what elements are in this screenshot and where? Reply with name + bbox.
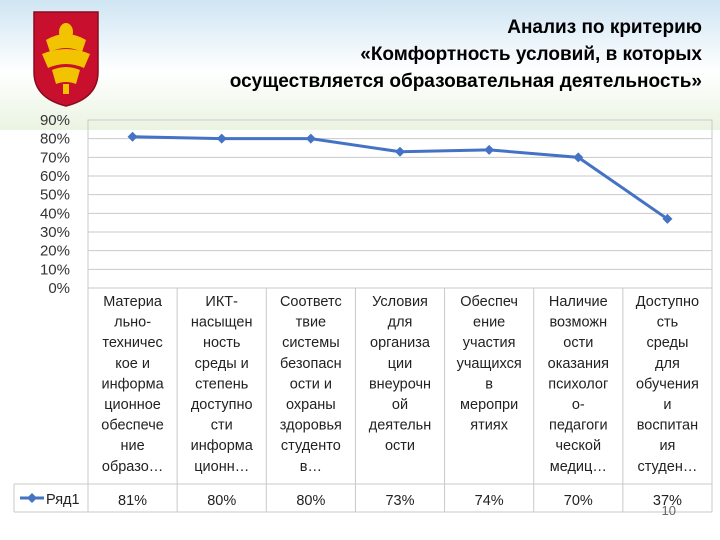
title-line: осуществляется образовательная деятельно… [229,71,702,92]
title-line: «Комфортность условий, в которых [360,44,702,65]
category-label: ние [120,438,144,454]
category-label: учащихся [457,356,522,372]
legend-marker [27,493,37,503]
data-point [662,213,673,224]
data-point [216,133,227,144]
category-label: организа [370,335,431,351]
category-label: ости [385,438,415,454]
data-value-label: 70% [564,493,593,509]
data-point [127,131,138,142]
category-label: среды и [195,356,249,372]
data-value-label: 73% [385,493,414,509]
y-tick-label: 80% [40,131,70,148]
category-label: обеспече [101,418,164,434]
category-label: ятиях [470,418,508,434]
category-label: твие [296,315,327,331]
page-number: 10 [661,503,676,518]
category-label: внеурочн [369,376,431,392]
category-label: ческой [556,438,602,454]
y-tick-label: 20% [40,243,70,260]
category-label: в… [300,459,322,475]
category-label: Обеспеч [460,294,518,310]
category-label: сти [211,418,233,434]
title-line: Анализ по критерию [507,17,702,38]
category-label: обучения [636,376,699,392]
y-tick-label: 30% [40,224,70,241]
category-label: ционн… [194,459,249,475]
category-label: ции [388,356,413,372]
category-label: насыщен [191,315,253,331]
category-label: возможн [549,315,607,331]
category-label: ости и [290,376,332,392]
category-label: ой [392,397,408,413]
y-tick-label: 90% [40,112,70,129]
y-tick-label: 0% [48,280,70,297]
category-label: системы [282,335,340,351]
y-tick-label: 50% [40,187,70,204]
category-label: ИКТ- [205,294,238,310]
category-label: Материа [103,294,163,310]
category-label: информа [101,376,164,392]
category-label: безопасн [280,356,342,372]
category-label: ение [473,315,505,331]
data-point [573,152,584,163]
category-label: студенто [281,438,341,454]
category-label: льно- [114,315,151,331]
category-label: для [388,315,413,331]
category-label: Доступно [636,294,699,310]
y-tick-label: 70% [40,149,70,166]
category-label: и [663,397,671,413]
category-label: участия [463,335,516,351]
category-label: медиц… [550,459,607,475]
category-label: деятельн [369,418,431,434]
category-label: студен… [637,459,697,475]
category-label: охраны [286,397,336,413]
coat-of-arms-icon [33,11,99,107]
category-label: степень [195,376,248,392]
slide-title: Анализ по критерию «Комфортность условий… [62,14,702,95]
data-value-label: 74% [475,493,504,509]
data-point [395,146,405,157]
category-label: доступно [191,397,253,413]
category-label: среды [646,335,688,351]
legend-label: Ряд1 [46,492,80,508]
category-label: психолог [548,376,608,392]
category-label: воспитан [637,418,698,434]
y-tick-label: 60% [40,168,70,185]
category-label: для [655,356,680,372]
data-value-label: 80% [207,493,236,509]
category-label: меропри [460,397,518,413]
y-tick-label: 40% [40,205,70,222]
category-label: оказания [548,356,609,372]
category-label: в [485,376,493,392]
plot-area [87,119,713,289]
category-label: техничес [102,335,162,351]
y-tick-label: 10% [40,261,70,278]
data-point [484,144,495,155]
category-label: информа [191,438,254,454]
category-label: Условия [372,294,428,310]
data-value-label: 81% [118,493,147,509]
category-label: ность [203,335,241,351]
category-label: здоровья [280,418,342,434]
category-label: образо… [102,459,163,475]
category-label: Наличие [549,294,608,310]
line-chart: 0%10%20%30%40%50%60%70%80%90%Материально… [13,112,713,513]
category-label: Соответс [280,294,342,310]
category-label: о- [572,397,585,413]
data-point [305,133,316,144]
category-label: сть [657,315,678,331]
category-label: ости [563,335,593,351]
category-label: ия [659,438,675,454]
header-background [0,0,720,130]
category-label: кое и [115,356,150,372]
category-label: педагоги [549,418,608,434]
data-value-label: 37% [653,493,682,509]
data-value-label: 80% [296,493,325,509]
category-label: ционное [104,397,161,413]
